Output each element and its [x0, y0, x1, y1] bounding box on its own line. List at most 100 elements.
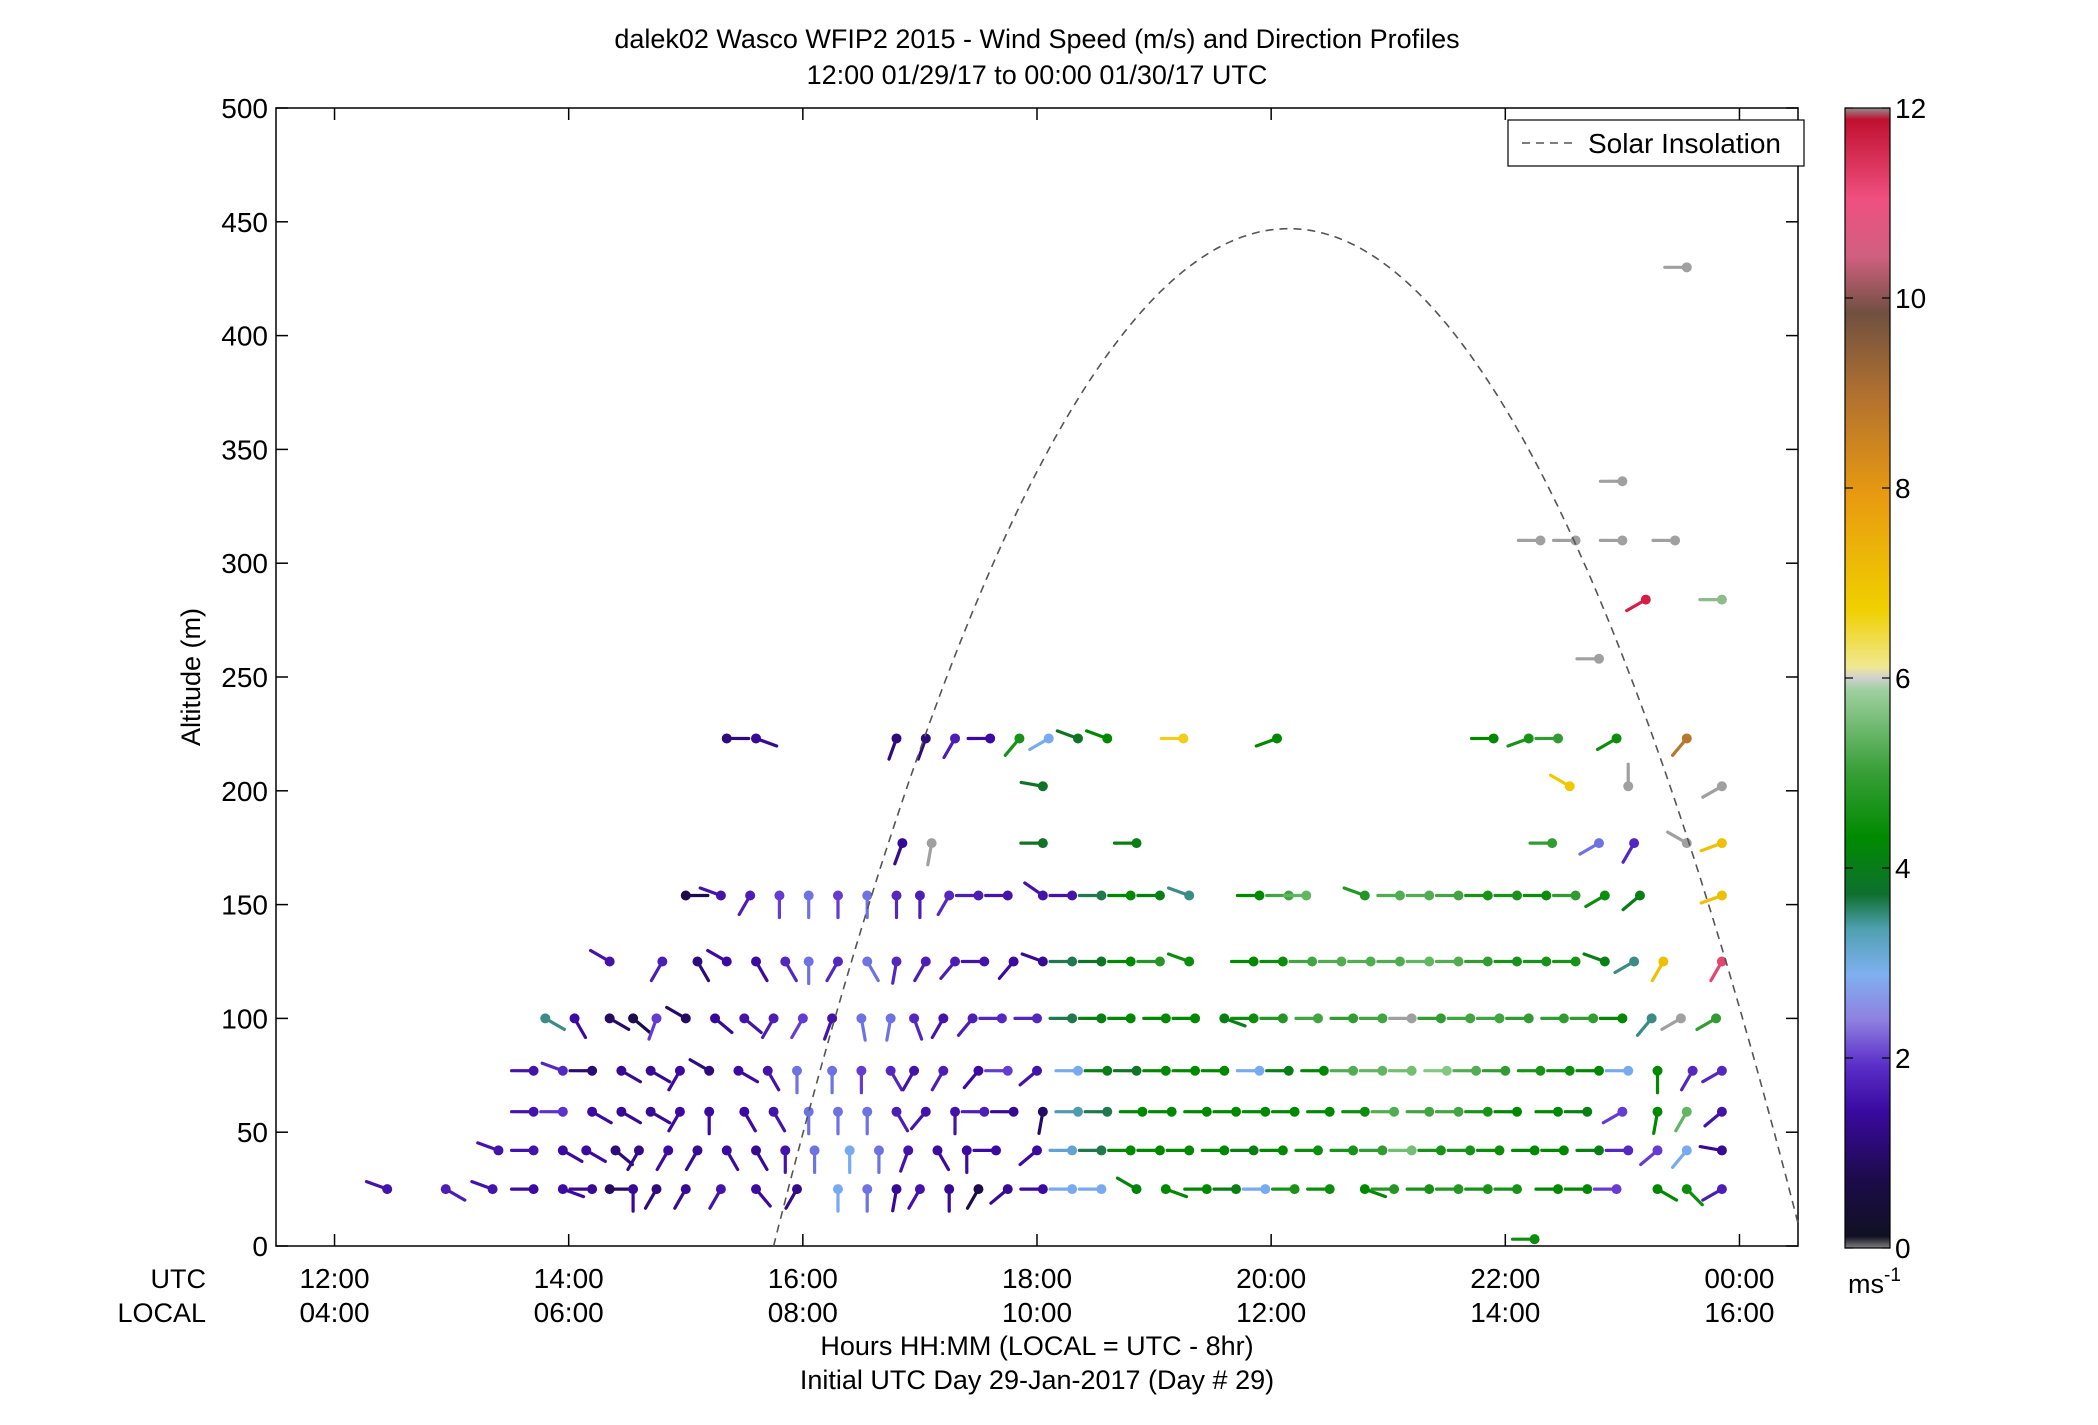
wind-barb-point — [1552, 1184, 1563, 1195]
wind-barb-point — [932, 1145, 943, 1156]
wind-barb-point — [1137, 1106, 1148, 1117]
wind-barb-point — [1248, 1013, 1259, 1024]
wind-barb-point — [1277, 956, 1288, 967]
wind-barb-point — [1359, 1184, 1370, 1195]
wind-barb-point — [733, 1065, 744, 1076]
wind-barb-point — [1131, 1184, 1142, 1195]
wind-barb-point — [1512, 1184, 1523, 1195]
wind-barb-point — [1037, 781, 1048, 792]
colorbar-unit-exponent: -1 — [1884, 1265, 1901, 1286]
wind-barb-point — [1406, 1145, 1417, 1156]
wind-barb-point — [1488, 733, 1499, 744]
wind-barb-point — [973, 1184, 984, 1195]
wind-barb-point — [914, 1184, 925, 1195]
wind-barb-point — [1190, 1013, 1201, 1024]
y-tick-label: 100 — [221, 1003, 268, 1034]
wind-barb-point — [692, 1145, 703, 1156]
wind-barb-point — [1032, 1013, 1042, 1024]
x-tick-label-local: 04:00 — [299, 1297, 369, 1328]
x-axis-label: Hours HH:MM (LOCAL = UTC - 8hr) — [820, 1331, 1253, 1361]
wind-barb-point — [1529, 1145, 1540, 1156]
wind-barb-point — [628, 1013, 639, 1024]
wind-barb-point — [1102, 1065, 1113, 1076]
wind-barb-point — [674, 1106, 685, 1117]
local-row-label: LOCAL — [117, 1298, 206, 1328]
wind-barb-point — [1512, 1106, 1523, 1117]
wind-barb-point — [1582, 1184, 1593, 1195]
wind-barb-point — [587, 1065, 598, 1076]
wind-barb-point — [1348, 1065, 1359, 1076]
wind-barb-point — [1541, 890, 1552, 901]
wind-barb-point — [1406, 1013, 1417, 1024]
colorbar-tick-label: 4 — [1895, 853, 1911, 884]
wind-barb-point — [1289, 1184, 1300, 1195]
wind-barb-point — [1324, 1184, 1335, 1195]
colorbar: 0 2 4 6 8 10 12 ms-1 — [1844, 93, 1926, 1299]
wind-barb-point — [540, 1013, 551, 1024]
wind-barb-point — [1634, 890, 1645, 901]
wind-barb-point — [1260, 1106, 1271, 1117]
x-tick-label-utc: 18:00 — [1002, 1263, 1072, 1294]
colorbar-unit: ms-1 — [1848, 1265, 1901, 1299]
wind-barb-point — [973, 890, 984, 901]
wind-barb-point — [1512, 890, 1523, 901]
wind-barb-point — [1125, 890, 1136, 901]
wind-barb-point — [891, 733, 902, 744]
wind-barb-point — [604, 1184, 615, 1195]
chart-subtitle: 12:00 01/29/17 to 00:00 01/30/17 UTC — [807, 60, 1268, 90]
wind-barb-point — [1716, 1106, 1727, 1117]
wind-barb-point — [914, 890, 925, 901]
wind-barb-point — [1154, 890, 1165, 901]
wind-barb-point — [1231, 1106, 1242, 1117]
wind-barb-point — [1254, 890, 1265, 901]
wind-barb-point — [780, 956, 791, 967]
x-tick-label-local: 14:00 — [1470, 1297, 1540, 1328]
wind-barb-point — [1593, 1145, 1604, 1156]
wind-barb-point — [1037, 838, 1048, 849]
wind-barb-point — [680, 1184, 691, 1195]
wind-barb-point — [1277, 1013, 1288, 1024]
wind-barb-point — [1072, 733, 1083, 744]
wind-barb-point — [1365, 956, 1376, 967]
x-tick-label-local: 12:00 — [1236, 1297, 1306, 1328]
wind-barb-point — [791, 1184, 802, 1195]
wind-barb-point — [1037, 956, 1048, 967]
wind-barb-point — [1652, 1065, 1663, 1076]
wind-barb-point — [1283, 1065, 1294, 1076]
wind-barb-point — [1184, 956, 1195, 967]
colorbar-tick-label: 0 — [1895, 1233, 1911, 1264]
wind-barb-point — [1629, 956, 1640, 967]
wind-barb-point — [1389, 1184, 1400, 1195]
wind-barb-point — [862, 890, 873, 901]
wind-barb-point — [1617, 476, 1628, 487]
wind-barb-point — [1160, 1013, 1171, 1024]
wind-barb-point — [1494, 1013, 1505, 1024]
wind-barb-point — [587, 1106, 598, 1117]
x-tick-label-local: 10:00 — [1002, 1297, 1072, 1328]
wind-barb-point — [985, 733, 996, 744]
wind-barb-point — [1593, 838, 1604, 849]
wind-barb-point — [1482, 1184, 1493, 1195]
wind-barb-point — [1377, 1145, 1388, 1156]
wind-barb-point — [1336, 956, 1347, 967]
wind-barb-point — [1453, 1106, 1464, 1117]
wind-barb-point — [692, 956, 703, 967]
wind-barb-point — [1570, 956, 1581, 967]
wind-barb-point — [885, 1013, 896, 1024]
wind-barb-point — [528, 1065, 539, 1076]
y-tick-label: 250 — [221, 662, 268, 693]
wind-barb-point — [1348, 1013, 1359, 1024]
wind-barb-point — [1681, 1145, 1692, 1156]
wind-barb-point — [569, 1013, 580, 1024]
wind-barb-point — [657, 956, 668, 967]
wind-barb-point — [1623, 781, 1634, 792]
wind-barb-point — [680, 890, 691, 901]
wind-barb-point — [1248, 956, 1259, 967]
wind-barb-point — [774, 890, 785, 901]
wind-barb-point — [1102, 733, 1113, 744]
wind-barb-point — [1570, 890, 1581, 901]
wind-barb-point — [651, 1013, 662, 1024]
wind-barb-point — [745, 890, 756, 901]
wind-barb-point — [581, 1145, 592, 1156]
wind-barb-point — [528, 1145, 539, 1156]
